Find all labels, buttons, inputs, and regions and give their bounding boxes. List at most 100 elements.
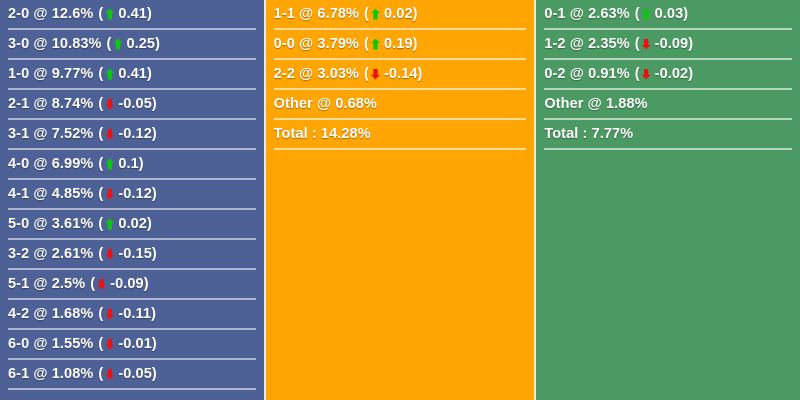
arrow-down-icon xyxy=(105,99,114,110)
open-paren: ( xyxy=(106,35,112,52)
delta-value: 0.19 xyxy=(383,35,413,52)
score-row[interactable]: 4-2 @ 1.68%(-0.11) xyxy=(8,300,256,330)
score-row[interactable]: 2-2 @ 3.03%( -0.14) xyxy=(273,60,527,90)
open-paren: ( xyxy=(98,95,104,112)
score-label: 2-1 @ 8.74% xyxy=(8,95,94,112)
arrow-down-icon xyxy=(105,369,114,380)
open-paren: ( xyxy=(98,365,104,382)
score-row[interactable]: 1-2 @ 2.35%(-0.09) xyxy=(544,30,792,60)
delta-value: -0.15 xyxy=(118,245,152,262)
close-paren: ) xyxy=(417,65,423,82)
open-paren: ( xyxy=(98,125,104,142)
score-label: 5-1 @ 2.5% xyxy=(8,275,86,292)
score-row[interactable]: 3-1 @ 7.52%( -0.12) xyxy=(8,120,256,150)
score-label: 3-1 @ 7.52% xyxy=(8,125,94,142)
score-label: 1-2 @ 2.35% xyxy=(544,35,630,52)
score-row[interactable]: 6-1 @ 1.08%( -0.05) xyxy=(8,360,256,390)
arrow-up-icon xyxy=(371,39,380,50)
open-paren: ( xyxy=(634,5,640,22)
open-paren: ( xyxy=(98,5,104,22)
arrow-down-icon xyxy=(105,339,114,350)
score-label: 0-0 @ 3.79% xyxy=(273,35,360,52)
open-paren: ( xyxy=(364,5,369,22)
score-label: 4-0 @ 6.99% xyxy=(8,155,94,172)
score-row-text: 5-1 @ 2.5%(-0.09) xyxy=(8,277,149,292)
arrow-down-icon xyxy=(642,39,651,50)
draw-column: 1-1 @ 6.78%(0.02) 0-0 @ 3.79%(0.19) 2-2 @ … xyxy=(265,0,535,400)
delta-value: 0.41 xyxy=(118,65,147,82)
score-row[interactable]: 0-0 @ 3.79%(0.19) xyxy=(273,30,527,60)
close-paren: ) xyxy=(151,245,157,262)
arrow-down-icon xyxy=(642,69,651,80)
arrow-up-icon xyxy=(113,39,122,50)
score-row[interactable]: Total : 7.77% xyxy=(544,120,792,150)
score-row[interactable]: 2-1 @ 8.74%(-0.05) xyxy=(8,90,256,120)
close-paren: ) xyxy=(146,215,152,232)
score-label: 2-0 @ 12.6% xyxy=(8,5,94,22)
open-paren: ( xyxy=(98,215,104,232)
score-row-text: Other @ 1.88% xyxy=(544,97,651,112)
score-row[interactable]: 4-0 @ 6.99%(0.1) xyxy=(8,150,256,180)
open-paren: ( xyxy=(364,65,369,82)
score-row-text: Other @ 0.68% xyxy=(274,97,381,112)
close-paren: ) xyxy=(688,35,694,52)
score-row[interactable]: 2-0 @ 12.6%(0.41) xyxy=(8,0,256,30)
score-row[interactable]: Other @ 1.88% xyxy=(544,90,792,120)
score-row[interactable]: 1-0 @ 9.77%(0.41) xyxy=(8,60,256,90)
delta-value: 0.03 xyxy=(654,5,684,22)
close-paren: ) xyxy=(155,35,161,52)
arrow-down-icon xyxy=(105,309,114,320)
score-row-text: 3-1 @ 7.52%( -0.12) xyxy=(8,127,157,142)
score-label: 3-0 @ 10.83% xyxy=(8,35,102,52)
delta-value: 0.1 xyxy=(118,155,139,172)
score-label: 2-2 @ 3.03% xyxy=(273,65,360,82)
close-paren: ) xyxy=(688,65,694,82)
close-paren: ) xyxy=(146,5,152,22)
column-divider-2 xyxy=(534,0,537,400)
close-paren: ) xyxy=(151,125,157,142)
score-row[interactable]: 4-1 @ 4.85%(-0.12) xyxy=(8,180,256,210)
score-row[interactable]: 0-1 @ 2.63%(0.03) xyxy=(544,0,792,30)
close-paren: ) xyxy=(683,5,689,22)
score-row-text: Total : 7.77% xyxy=(544,127,637,142)
delta-value: -0.11 xyxy=(118,305,152,322)
delta-value: -0.05 xyxy=(118,95,152,112)
arrow-up-icon xyxy=(105,9,114,20)
close-paren: ) xyxy=(412,35,418,52)
score-row[interactable]: 5-1 @ 2.5%(-0.09) xyxy=(8,270,256,300)
arrow-up-icon xyxy=(105,219,114,230)
delta-value: -0.05 xyxy=(118,365,152,382)
open-paren: ( xyxy=(98,155,104,172)
delta-value: -0.14 xyxy=(383,65,418,82)
score-label: 4-2 @ 1.68% xyxy=(8,305,94,322)
score-row-text: 2-1 @ 8.74%(-0.05) xyxy=(8,97,157,112)
score-row-text: 1-2 @ 2.35%(-0.09) xyxy=(544,37,693,52)
open-paren: ( xyxy=(98,245,104,262)
score-row-text: 0-2 @ 0.91%(-0.02) xyxy=(544,67,693,82)
score-row[interactable]: Total : 14.28% xyxy=(273,120,527,150)
score-row[interactable]: 0-2 @ 0.91%(-0.02) xyxy=(544,60,792,90)
arrow-up-icon xyxy=(105,159,114,170)
score-label: 3-2 @ 2.61% xyxy=(8,245,94,262)
home-win-column: 2-0 @ 12.6%(0.41) 3-0 @ 10.83%(0.25) 1-0 @… xyxy=(0,0,264,400)
delta-value: -0.12 xyxy=(118,125,152,142)
score-row-text: 5-0 @ 3.61%(0.02) xyxy=(8,217,152,232)
score-label: Other @ 1.88% xyxy=(544,95,648,112)
delta-value: -0.12 xyxy=(118,185,152,202)
score-row[interactable]: 1-1 @ 6.78%(0.02) xyxy=(273,0,527,30)
score-row-text: 0-1 @ 2.63%(0.03) xyxy=(544,7,688,22)
close-paren: ) xyxy=(151,365,157,382)
score-label: 4-1 @ 4.85% xyxy=(8,185,94,202)
open-paren: ( xyxy=(98,305,104,322)
open-paren: ( xyxy=(90,275,96,292)
score-row-text: 6-1 @ 1.08%( -0.05) xyxy=(8,367,157,382)
score-row-text: 1-1 @ 6.78%(0.02) xyxy=(274,7,418,22)
score-label: 6-1 @ 1.08% xyxy=(8,365,94,382)
score-row[interactable]: 6-0 @ 1.55%(-0.01) xyxy=(8,330,256,360)
score-row[interactable]: 3-0 @ 10.83%(0.25) xyxy=(8,30,256,60)
score-label: 1-1 @ 6.78% xyxy=(273,5,360,22)
score-row[interactable]: 3-2 @ 2.61%( -0.15) xyxy=(8,240,256,270)
away-win-column: 0-1 @ 2.63%(0.03) 1-2 @ 2.35%(-0.09) 0-2 @… xyxy=(536,0,800,400)
score-row[interactable]: Other @ 0.68% xyxy=(273,90,527,120)
score-row[interactable]: 5-0 @ 3.61%(0.02) xyxy=(8,210,256,240)
